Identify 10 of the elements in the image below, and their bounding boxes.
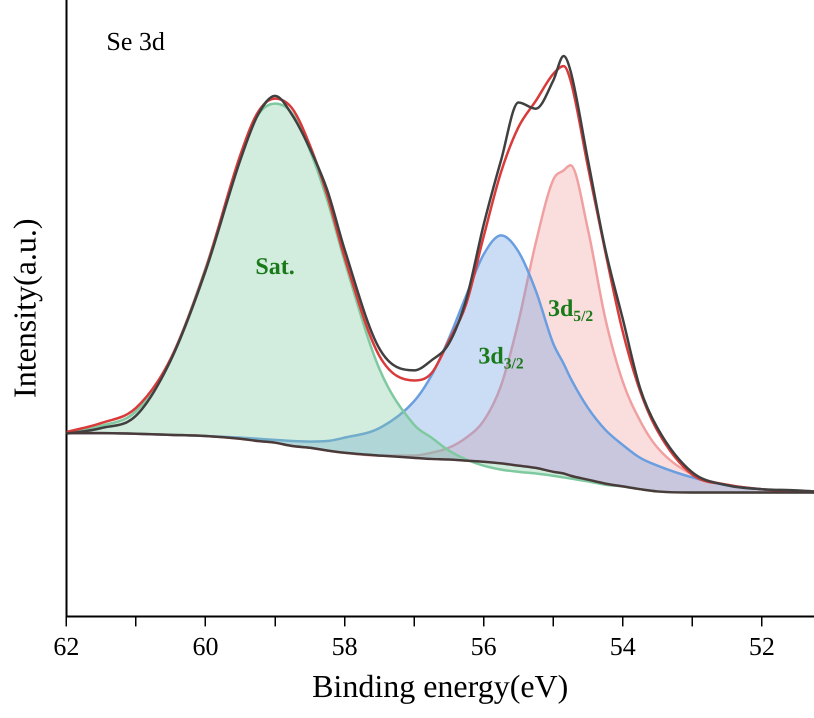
- x-tick-label: 54: [610, 632, 636, 661]
- y-axis-title: Intensity(a.u.): [6, 218, 43, 398]
- x-tick-label: 60: [192, 632, 218, 661]
- x-tick-label: 56: [470, 632, 497, 661]
- x-tick-label: 62: [53, 632, 80, 661]
- x-axis-title: Binding energy(eV): [312, 668, 568, 704]
- x-tick-label: 58: [332, 632, 358, 661]
- series-label: Sat.: [255, 254, 295, 280]
- chart-title: Se 3d: [106, 26, 165, 56]
- x-tick-label: 52: [748, 632, 775, 661]
